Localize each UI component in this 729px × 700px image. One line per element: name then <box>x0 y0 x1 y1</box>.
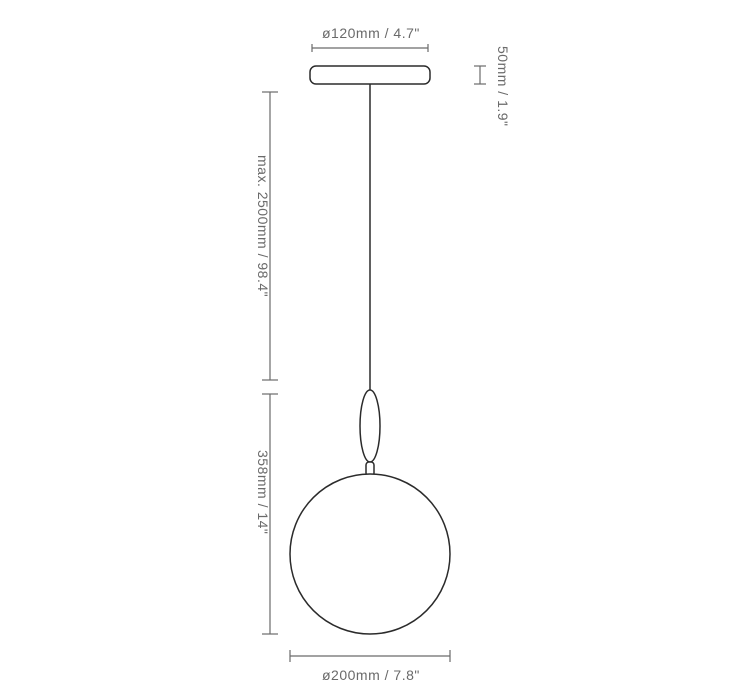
dim-globe-width: ø200mm / 7.8" <box>290 650 450 683</box>
globe <box>290 474 450 634</box>
dim-canopy-width: ø120mm / 4.7" <box>312 25 428 52</box>
dim-canopy-height-label: 50mm / 1.9" <box>495 46 511 127</box>
dim-lower-height-label: 358mm / 14" <box>255 450 271 534</box>
stem <box>360 390 380 462</box>
dim-canopy-height: 50mm / 1.9" <box>474 46 511 127</box>
dimension-drawing: ø120mm / 4.7" 50mm / 1.9" max. 2500mm / … <box>0 0 729 700</box>
dim-total-height: max. 2500mm / 98.4" <box>255 92 278 380</box>
dim-globe-width-label: ø200mm / 7.8" <box>322 667 420 683</box>
dim-canopy-width-label: ø120mm / 4.7" <box>322 25 420 41</box>
dim-total-height-label: max. 2500mm / 98.4" <box>255 155 271 297</box>
dim-lower-height: 358mm / 14" <box>255 394 278 634</box>
pendant-lamp <box>290 66 450 634</box>
canopy <box>310 66 430 84</box>
